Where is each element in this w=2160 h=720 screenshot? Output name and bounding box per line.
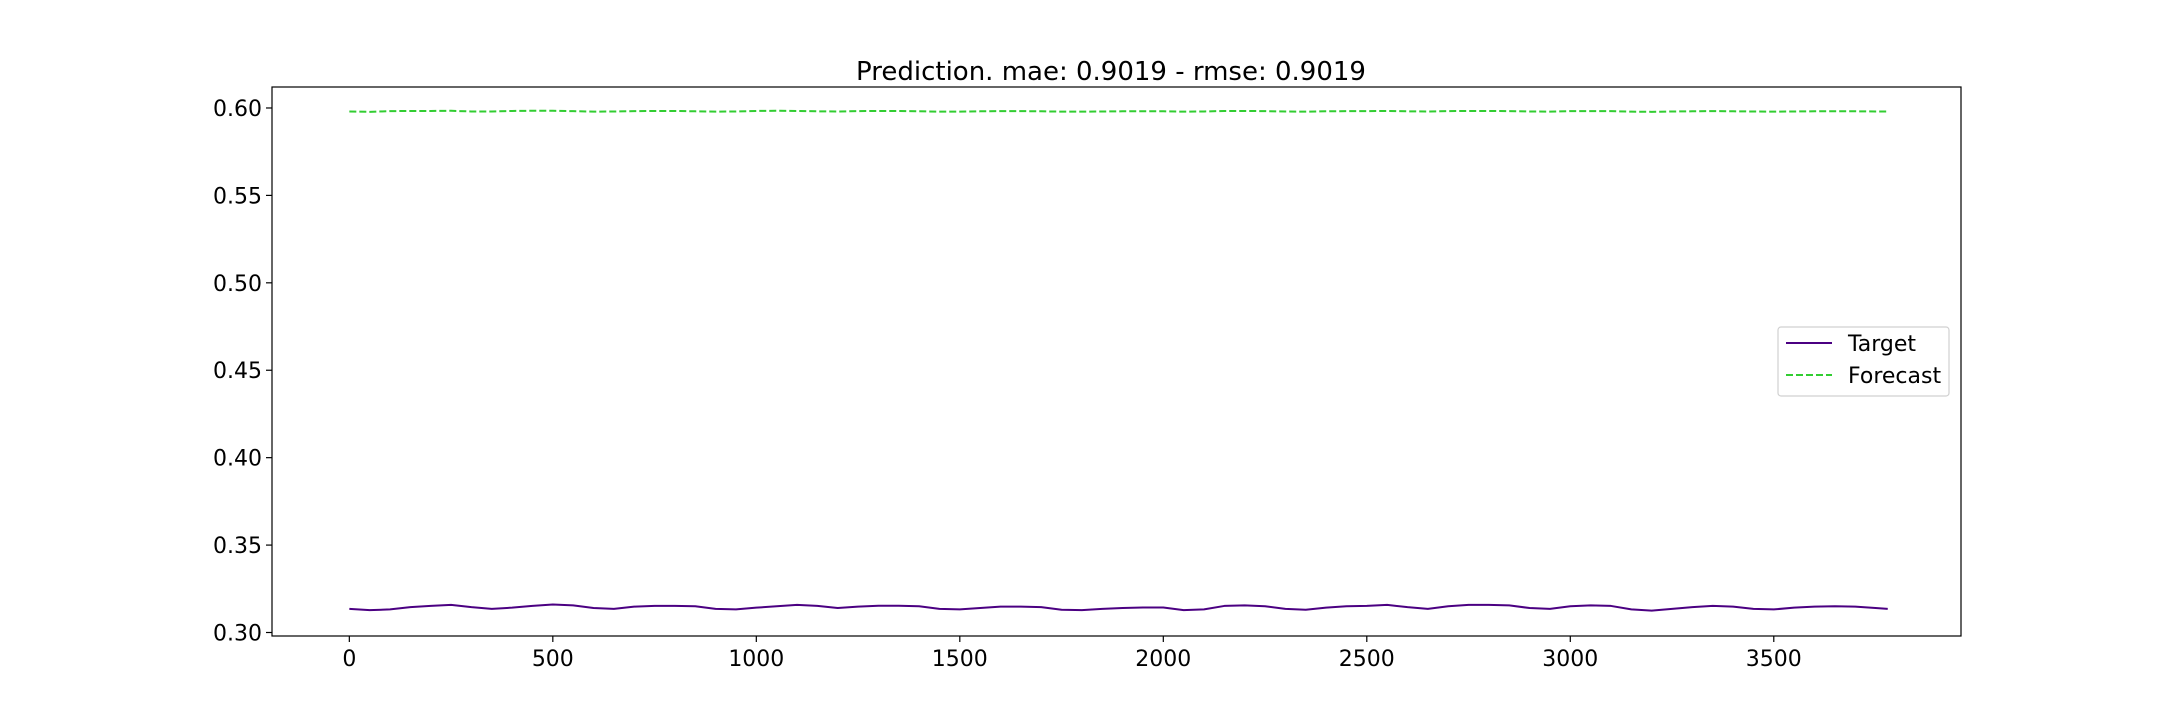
plot-area [271, 86, 1962, 637]
legend: Target Forecast [1777, 326, 1950, 397]
y-tick-label: 0.30 [213, 622, 262, 647]
series-line-forecast [349, 109, 1888, 113]
chart-title: Prediction. mae: 0.9019 - rmse: 0.9019 [856, 57, 1366, 87]
x-tick-label: 3500 [1746, 647, 1802, 672]
y-tick-label: 0.55 [213, 184, 262, 209]
legend-label-forecast: Forecast [1848, 364, 1941, 389]
x-tick-label: 1500 [932, 647, 988, 672]
y-axis: 0.30 0.35 0.40 0.45 0.50 0.55 0.60 [213, 97, 272, 647]
plot-frame [271, 86, 1962, 637]
y-tick-label: 0.35 [213, 534, 262, 559]
y-tick-label: 0.60 [213, 97, 262, 122]
y-tick-label: 0.45 [213, 359, 262, 384]
x-tick-label: 500 [532, 647, 574, 672]
x-tick-label: 1000 [728, 647, 784, 672]
x-tick-label: 3000 [1542, 647, 1598, 672]
x-tick-label: 2000 [1135, 647, 1191, 672]
x-tick-label: 2500 [1339, 647, 1395, 672]
x-axis: 0 500 1000 1500 2000 2500 3000 3500 [342, 636, 1802, 672]
legend-box [1777, 326, 1950, 397]
y-tick-label: 0.40 [213, 447, 262, 472]
series-layer [349, 109, 1888, 612]
series-line-target [349, 603, 1888, 612]
x-tick-label: 0 [342, 647, 356, 672]
y-tick-label: 0.50 [213, 272, 262, 297]
legend-label-target: Target [1847, 332, 1916, 357]
